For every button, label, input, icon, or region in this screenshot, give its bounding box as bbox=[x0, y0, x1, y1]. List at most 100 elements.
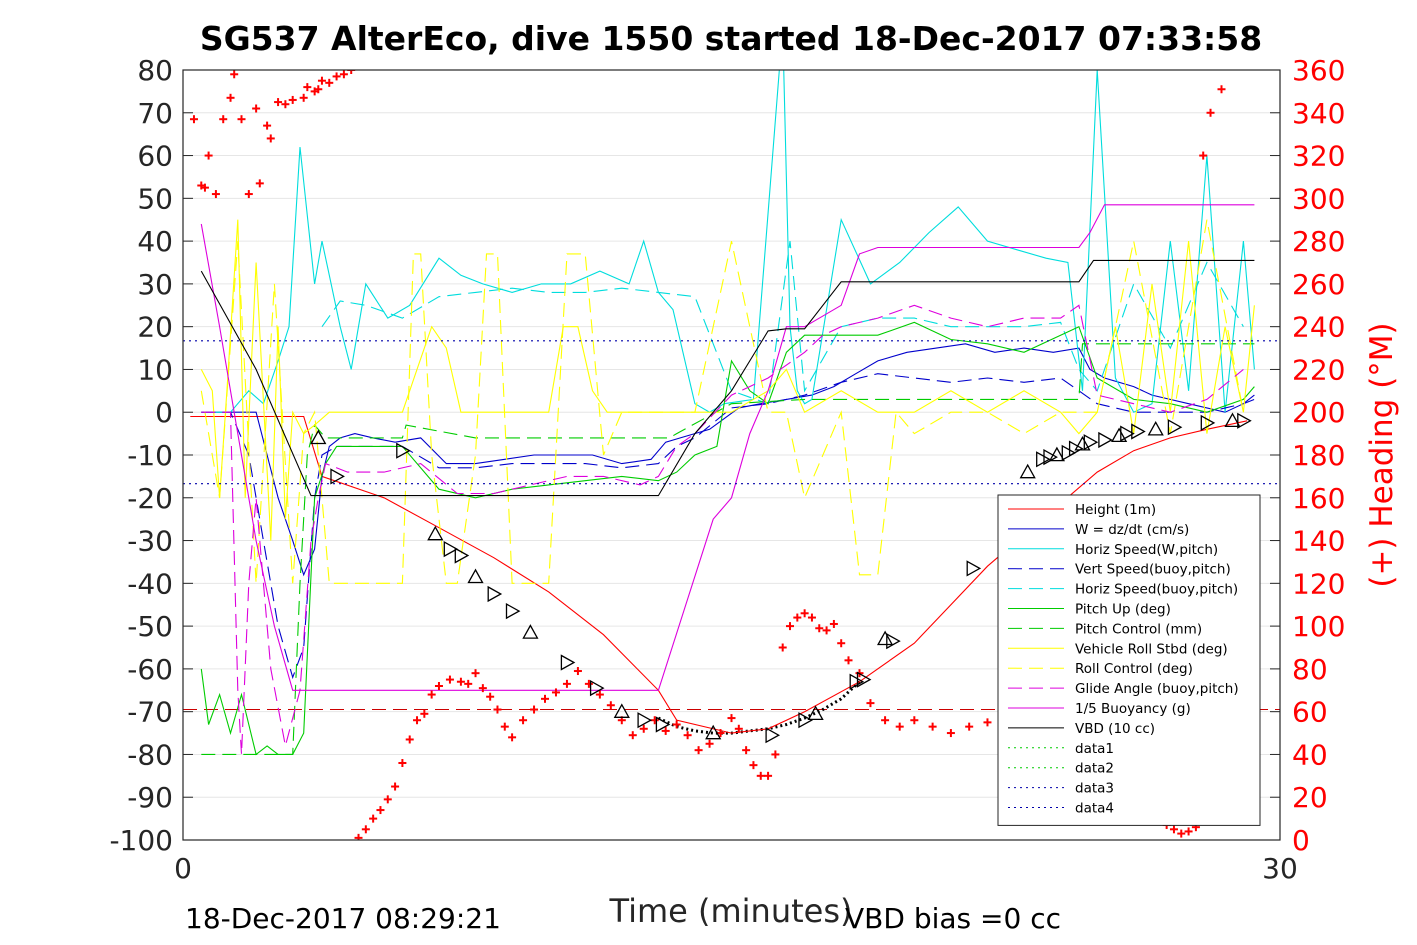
heading-point bbox=[815, 624, 824, 633]
y-right-tick-label: 100 bbox=[1292, 610, 1345, 643]
y-tick-label: -10 bbox=[127, 439, 173, 472]
legend-label: Roll Control (deg) bbox=[1075, 661, 1193, 677]
depth-marker bbox=[454, 547, 470, 564]
depth-marker bbox=[1110, 427, 1128, 443]
heading-point bbox=[325, 78, 334, 87]
heading-point bbox=[606, 701, 615, 710]
heading-point bbox=[339, 70, 348, 79]
heading-point bbox=[1177, 829, 1186, 838]
heading-point bbox=[398, 759, 407, 767]
heading-point bbox=[519, 716, 528, 725]
heading-point bbox=[1217, 85, 1226, 94]
depth-marker bbox=[1237, 412, 1252, 429]
y-tick-label: -90 bbox=[127, 781, 173, 814]
legend: Height (1m) W = dz/dt (cm/s) Horiz Speed(W… bbox=[997, 494, 1261, 826]
heading-point bbox=[219, 115, 228, 124]
heading-point bbox=[237, 115, 246, 124]
footer-timestamp: 18-Dec-2017 08:29:21 bbox=[185, 902, 501, 935]
heading-point bbox=[793, 613, 802, 622]
depth-marker bbox=[1074, 435, 1091, 451]
y-tick-label: 0 bbox=[155, 396, 173, 429]
depth-marker bbox=[876, 630, 894, 646]
heading-point bbox=[303, 83, 312, 92]
depth-marker bbox=[505, 602, 521, 620]
x-tick-label: 30 bbox=[1262, 852, 1298, 885]
heading-point bbox=[928, 722, 937, 731]
y-tick-label: 30 bbox=[137, 268, 173, 301]
legend-label: data3 bbox=[1075, 781, 1114, 797]
depth-marker bbox=[798, 712, 813, 729]
heading-point bbox=[1199, 151, 1208, 160]
heading-point bbox=[354, 833, 363, 840]
heading-point bbox=[562, 679, 571, 688]
heading-point bbox=[299, 93, 308, 102]
heading-point bbox=[541, 694, 550, 703]
chart-title: SG537 AlterEco, dive 1550 started 18-Dec… bbox=[200, 19, 1262, 58]
heading-point bbox=[1206, 108, 1215, 117]
heading-point bbox=[464, 679, 473, 688]
y-tick-label: -50 bbox=[127, 610, 173, 643]
depth-marker bbox=[467, 568, 484, 584]
depth-marker bbox=[613, 703, 630, 718]
depth-marker bbox=[1019, 463, 1036, 479]
depth-marker bbox=[886, 632, 901, 650]
legend-label: Height (1m) bbox=[1075, 502, 1156, 518]
legend-label: data1 bbox=[1075, 741, 1114, 757]
legend-label: Pitch Control (mm) bbox=[1075, 621, 1202, 637]
y-right-tick-label: 240 bbox=[1292, 311, 1345, 344]
depth-marker bbox=[705, 724, 722, 740]
heading-point bbox=[478, 684, 487, 693]
depth-marker bbox=[1167, 419, 1183, 436]
heading-point bbox=[822, 626, 831, 635]
legend-label: data2 bbox=[1075, 761, 1114, 777]
legend-label: data4 bbox=[1075, 801, 1114, 817]
heading-point bbox=[771, 750, 780, 759]
heading-point bbox=[361, 825, 370, 834]
heading-point bbox=[946, 729, 955, 738]
heading-point bbox=[650, 716, 659, 725]
legend-label: W = dz/dt (cm/s) bbox=[1075, 522, 1189, 538]
y-right-tick-label: 300 bbox=[1292, 182, 1345, 215]
depth-marker bbox=[1083, 434, 1099, 451]
depth-marker bbox=[1120, 425, 1135, 442]
heading-point bbox=[314, 85, 323, 94]
heading-point bbox=[317, 76, 326, 85]
heading-point bbox=[1184, 827, 1193, 836]
heading-point bbox=[376, 806, 385, 815]
heading-point bbox=[383, 795, 392, 804]
depth-marker bbox=[330, 468, 345, 485]
depth-marker bbox=[1224, 412, 1241, 428]
depth-marker bbox=[1036, 451, 1051, 468]
heading-point bbox=[456, 677, 465, 686]
y-tick-label: -60 bbox=[127, 653, 173, 686]
depth-marker bbox=[765, 727, 781, 744]
depth-marker bbox=[966, 560, 982, 577]
heading-point bbox=[551, 688, 560, 697]
heading-point bbox=[230, 70, 239, 79]
heading-point bbox=[705, 739, 714, 748]
heading-point bbox=[639, 724, 648, 733]
heading-point bbox=[778, 643, 787, 652]
y-right-tick-label: 320 bbox=[1292, 140, 1345, 173]
depth-marker bbox=[1061, 444, 1077, 462]
heading-point bbox=[786, 622, 795, 631]
heading-point bbox=[628, 731, 637, 740]
depth-marker bbox=[1200, 414, 1216, 432]
heading-point bbox=[244, 190, 253, 199]
heading-point bbox=[252, 104, 261, 113]
heading-point bbox=[471, 669, 480, 678]
heading-point bbox=[486, 692, 495, 701]
depth-marker bbox=[589, 679, 605, 697]
depth-marker bbox=[1068, 440, 1084, 457]
legend-label: Pitch Up (deg) bbox=[1075, 602, 1171, 618]
y-tick-label: -20 bbox=[127, 482, 173, 515]
heading-point bbox=[211, 190, 220, 199]
heading-point bbox=[226, 93, 235, 102]
series-line bbox=[200, 204, 1255, 691]
depth-marker bbox=[487, 585, 503, 603]
heading-point bbox=[266, 134, 275, 143]
y-right-tick-label: 60 bbox=[1292, 696, 1328, 729]
y-tick-label: 80 bbox=[137, 54, 173, 87]
y-tick-label: 50 bbox=[137, 182, 173, 215]
y-axis-label-right: (+) Heading (°M) bbox=[1364, 322, 1400, 587]
